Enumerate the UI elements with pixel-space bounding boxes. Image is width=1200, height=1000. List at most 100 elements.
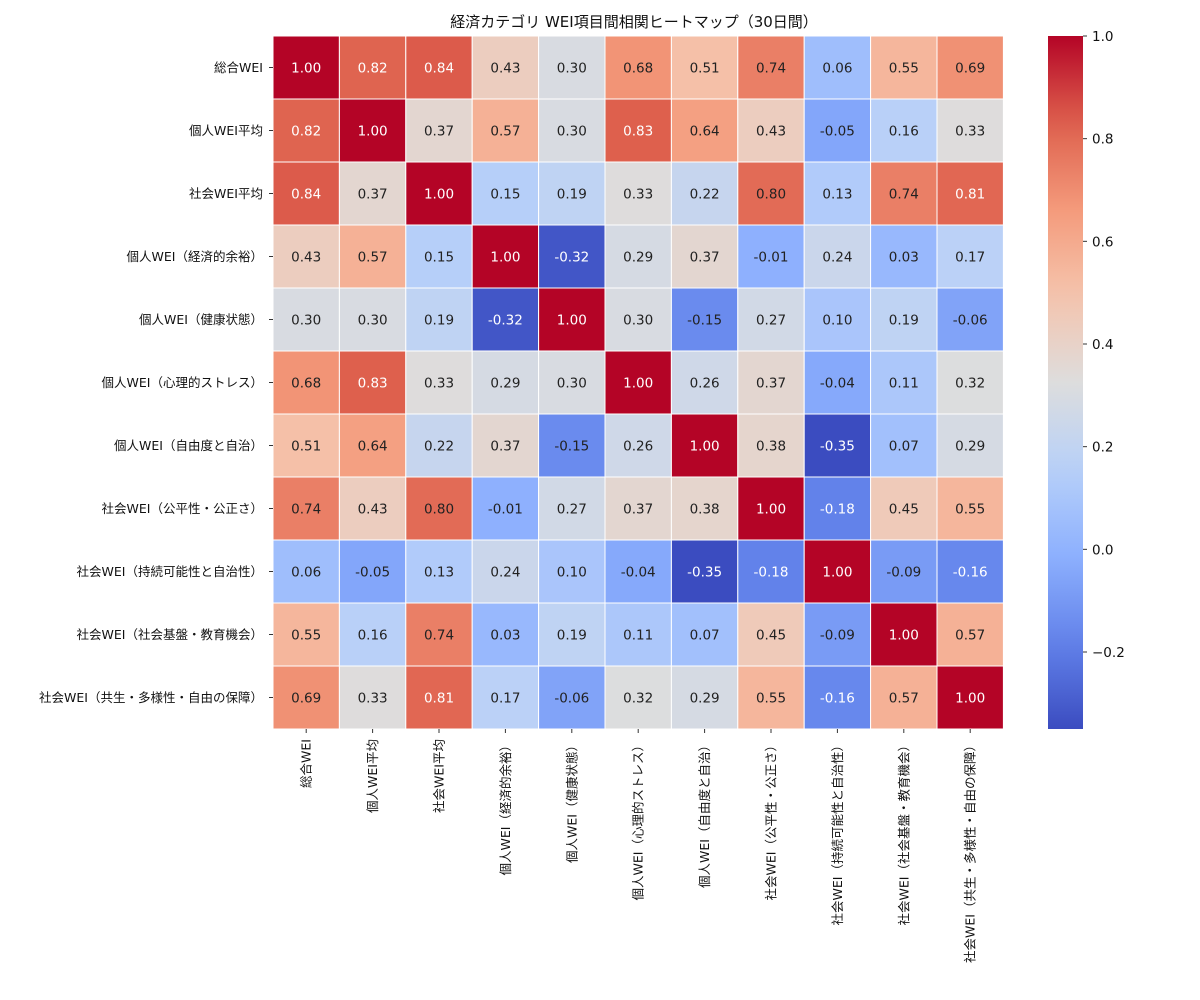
cell-value-label: 0.17 <box>490 691 520 707</box>
cell-value-label: 1.00 <box>756 502 786 518</box>
heatmap-cell <box>670 539 739 604</box>
heatmap-cell <box>803 287 872 352</box>
cell-value-label: 0.43 <box>756 124 786 140</box>
cell-value-label: 0.80 <box>756 187 786 203</box>
cell-value-label: -0.04 <box>621 565 656 581</box>
heatmap-cell <box>670 413 739 478</box>
heatmap-cell <box>405 539 473 604</box>
heatmap-cell <box>538 602 606 667</box>
cell-value-label: 0.57 <box>358 250 388 266</box>
heatmap-cell <box>272 602 340 667</box>
cell-value-label: 0.64 <box>690 124 720 140</box>
heatmap-cell <box>471 602 540 667</box>
cell-value-label: 0.57 <box>955 628 985 644</box>
y-tick-label: 個人WEI平均 <box>189 123 263 138</box>
heatmap-cell <box>936 287 1004 352</box>
y-tick-label: 総合WEI <box>214 60 263 75</box>
cell-value-label: -0.18 <box>754 565 789 581</box>
heatmap-cell <box>538 665 606 730</box>
cell-value-label: 0.06 <box>822 61 852 77</box>
cell-value-label: -0.15 <box>687 313 722 329</box>
y-tick-label: 個人WEI（健康状態） <box>139 312 263 327</box>
heatmap-cell <box>870 665 938 730</box>
cell-value-label: 1.00 <box>822 565 852 581</box>
cell-value-label: 1.00 <box>490 250 520 266</box>
heatmap-cell <box>936 413 1004 478</box>
x-tick-label: 社会WEI（公平性・公正さ） <box>764 739 779 900</box>
heatmap-cell <box>604 476 672 541</box>
heatmap-cell <box>936 98 1004 163</box>
colorbar-tick-label: 0.6 <box>1092 234 1113 250</box>
cell-value-label: -0.35 <box>820 439 855 455</box>
cell-value-label: 0.74 <box>291 502 321 518</box>
cell-value-label: 0.74 <box>889 187 919 203</box>
heatmap-cell <box>737 98 805 163</box>
cell-value-label: -0.16 <box>820 691 855 707</box>
heatmap-cell <box>405 602 473 667</box>
cell-value-label: 0.06 <box>291 565 321 581</box>
x-tick-label: 個人WEI平均 <box>365 739 380 813</box>
heatmap-cell <box>538 224 606 289</box>
heatmap-cell <box>936 665 1004 730</box>
cell-value-label: 0.26 <box>623 439 653 455</box>
heatmap-cell <box>604 161 672 226</box>
cell-value-label: 0.69 <box>955 61 985 77</box>
heatmap-cell <box>538 287 606 352</box>
cell-value-label: 0.24 <box>822 250 852 266</box>
heatmap-cell <box>405 161 473 226</box>
cell-value-label: 0.68 <box>623 61 653 77</box>
cell-value-label: 0.19 <box>557 628 587 644</box>
cell-value-label: -0.35 <box>687 565 722 581</box>
cell-value-label: 1.00 <box>955 691 985 707</box>
cell-value-label: 1.00 <box>424 187 454 203</box>
cell-value-label: 0.82 <box>291 124 321 140</box>
y-tick-label: 個人WEI（自由度と自治） <box>114 438 263 453</box>
cell-value-label: 0.33 <box>955 124 985 140</box>
cell-value-label: 0.74 <box>424 628 454 644</box>
cell-value-label: 0.27 <box>557 502 587 518</box>
x-tick-label: 個人WEI（心理的ストレス） <box>631 739 646 900</box>
cell-value-label: 0.32 <box>955 376 985 392</box>
heatmap-cell <box>471 224 540 289</box>
heatmap-value-labels: 1.00 0.82 0.84 0.43 0.30 0.68 0.51 0.74 0.06 0.55… <box>291 61 988 707</box>
cell-value-label: 0.80 <box>424 502 454 518</box>
heatmap-cell <box>471 539 540 604</box>
heatmap-cell <box>604 539 672 604</box>
cell-value-label: -0.04 <box>820 376 855 392</box>
x-tick-label: 社会WEI平均 <box>432 739 447 813</box>
cell-value-label: -0.09 <box>820 628 855 644</box>
cell-value-label: 0.57 <box>889 691 919 707</box>
heatmap-cell <box>471 350 540 415</box>
cell-value-label: 0.84 <box>424 61 454 77</box>
cell-value-label: 0.43 <box>490 61 520 77</box>
heatmap-cell <box>870 35 938 100</box>
heatmap-cell <box>272 539 340 604</box>
cell-value-label: 0.30 <box>358 313 388 329</box>
heatmap-cells <box>272 35 1004 730</box>
heatmap-cell <box>405 287 473 352</box>
heatmap-cell <box>272 161 340 226</box>
cell-value-label: 0.30 <box>557 61 587 77</box>
x-tick-label: 社会WEI（持続可能性と自治性） <box>830 739 845 925</box>
cell-value-label: -0.01 <box>754 250 789 266</box>
x-axis-tick-labels: 総合WEI 個人WEI平均 社会WEI平均 個人WEI（経済的余裕） 個人WEI（健康状… <box>299 729 978 963</box>
cell-value-label: 0.55 <box>889 61 919 77</box>
heatmap-cell <box>538 476 606 541</box>
cell-value-label: 0.37 <box>358 187 388 203</box>
heatmap-cell <box>272 350 340 415</box>
heatmap-cell <box>338 665 407 730</box>
heatmap-cell <box>538 161 606 226</box>
y-tick-label: 社会WEI（社会基盤・教育機会） <box>77 627 263 642</box>
heatmap-cell <box>272 476 340 541</box>
y-tick-label: 個人WEI（経済的余裕） <box>127 249 263 264</box>
y-tick-label: 社会WEI（共生・多様性・自由の保障） <box>39 690 263 705</box>
y-tick-label: 個人WEI（心理的ストレス） <box>102 375 263 390</box>
cell-value-label: 0.22 <box>690 187 720 203</box>
heatmap-cell <box>870 287 938 352</box>
heatmap-cell <box>670 98 739 163</box>
colorbar: 1.0 0.8 0.6 0.4 0.2 0.0 −0.2 <box>1048 29 1125 729</box>
heatmap-cell <box>737 476 805 541</box>
